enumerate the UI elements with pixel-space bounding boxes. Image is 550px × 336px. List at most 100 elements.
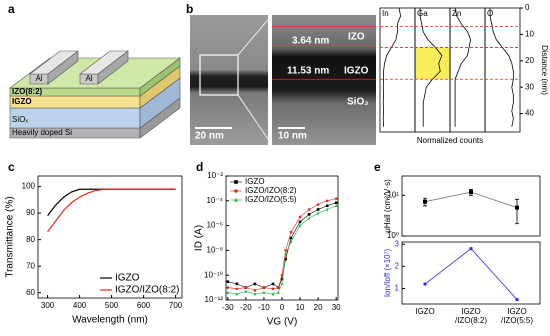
panel-label: e — [374, 160, 381, 174]
data-point — [298, 215, 302, 219]
plot-frame — [401, 175, 541, 237]
data-point — [280, 273, 284, 277]
y-tick-label: 10⁻⁶ — [207, 221, 223, 230]
profile-line — [382, 7, 402, 127]
y-tick-label: 10⁰ — [387, 231, 399, 240]
layer-label: SiO₂ — [347, 97, 369, 108]
x-tick-label: -20 — [240, 303, 252, 312]
y-tick-label: 70 — [26, 261, 35, 270]
profile-frame — [484, 7, 521, 133]
zoom-box — [199, 54, 239, 96]
tem-zoom-image — [272, 15, 376, 145]
legend-label: IGZO — [115, 273, 140, 284]
x-tick-label: /IZO(5:5) — [501, 316, 533, 325]
data-point — [271, 287, 275, 291]
tem-image — [190, 15, 268, 145]
legend-marker — [234, 189, 238, 193]
series-line — [227, 205, 337, 295]
series-line — [424, 248, 518, 300]
data-point — [244, 286, 248, 289]
data-point — [307, 208, 311, 211]
data-point — [325, 204, 329, 208]
data-point — [515, 298, 519, 302]
layer-label: IZO(8:2) — [12, 87, 43, 96]
plot-frame — [401, 241, 541, 305]
thickness-label: 3.64 nm — [292, 36, 329, 47]
data-point — [284, 257, 287, 261]
data-point — [284, 252, 287, 256]
legend-marker — [234, 197, 238, 202]
y-tick-label: 80 — [26, 235, 35, 244]
data-point — [253, 289, 257, 292]
data-point — [284, 249, 287, 252]
data-point — [226, 290, 230, 294]
panel-label: c — [8, 160, 15, 174]
data-point — [289, 239, 293, 244]
legend-label: IGZO/IZO(8:2) — [115, 285, 179, 296]
data-point — [289, 230, 293, 234]
x-tick-label: 500 — [105, 301, 119, 310]
scale-bar-label: 10 nm — [278, 131, 307, 142]
x-tick-label: 700 — [169, 301, 183, 310]
data-point — [307, 213, 311, 216]
device-schematic — [9, 50, 181, 139]
data-point — [316, 211, 320, 215]
data-point — [334, 201, 338, 205]
y-axis-title: μHall (cm²/V·s) — [383, 179, 392, 233]
layer-label: IGZO — [344, 66, 369, 77]
profile-line — [489, 8, 514, 127]
x-tick-label: 300 — [41, 301, 55, 310]
data-point — [515, 205, 519, 210]
x-tick-label: 400 — [73, 301, 87, 310]
data-point — [235, 282, 239, 286]
y-tick-label: 10⁻¹² — [205, 295, 224, 304]
data-point — [307, 216, 311, 220]
data-point — [253, 292, 257, 296]
series-line — [47, 188, 176, 233]
y-tick-label: 10⁻¹⁰ — [204, 270, 223, 279]
highlight-band — [415, 47, 450, 80]
x-tick-label: 10 — [296, 303, 305, 312]
data-point — [469, 247, 473, 251]
layer-label: IGZO — [12, 97, 32, 106]
y-tick-label: 30 — [525, 82, 534, 91]
profile-line — [419, 8, 443, 127]
y-tick-label: 2 — [395, 261, 400, 270]
layer-label: Heavily doped Si — [12, 128, 72, 137]
data-point — [271, 282, 275, 286]
data-point — [226, 280, 230, 283]
y-tick-label: 10 — [525, 29, 534, 38]
data-point — [316, 208, 320, 211]
series-name: Zn — [452, 9, 461, 18]
x-tick-label: 600 — [137, 301, 151, 310]
data-point — [235, 292, 239, 296]
data-point — [325, 199, 329, 203]
x-tick-label: /IZO(8:2) — [455, 316, 487, 325]
x-tick-label: 20 — [314, 303, 323, 312]
thickness-label: 11.53 nm — [287, 66, 329, 77]
electrode-label: Al — [85, 74, 92, 83]
x-tick-label: -10 — [258, 303, 270, 312]
series-line — [47, 188, 176, 217]
data-point — [325, 207, 329, 211]
legend-label: IGZO — [245, 177, 265, 186]
data-point — [298, 223, 302, 227]
legend-label: IGZO/IZO(8:2) — [245, 186, 297, 195]
y-tick-label: 60 — [26, 288, 35, 297]
x-tick-label: 0 — [280, 303, 285, 312]
data-point — [298, 220, 302, 224]
x-axis-title: Wavelength (nm) — [72, 315, 148, 326]
data-point — [280, 277, 284, 281]
x-tick-label: IGZO — [507, 307, 527, 316]
data-point — [262, 290, 266, 294]
data-point — [423, 282, 427, 286]
data-point — [226, 286, 230, 289]
x-tick-label: IGZO — [461, 307, 481, 316]
profile-line — [454, 7, 472, 127]
y-tick-label: 10¹ — [387, 190, 399, 199]
panel-label: a — [8, 2, 15, 16]
data-point — [280, 282, 284, 286]
data-point — [235, 287, 239, 291]
legend-marker — [234, 180, 238, 184]
data-point — [277, 286, 280, 289]
